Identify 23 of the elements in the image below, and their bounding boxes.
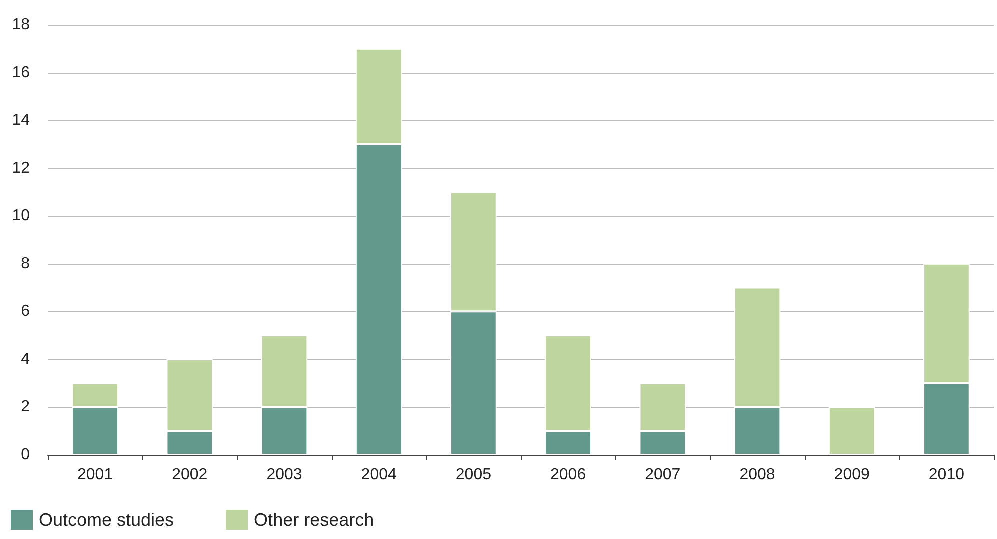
x-tick-label: 2010 bbox=[928, 466, 965, 484]
x-tick-label: 2003 bbox=[266, 466, 302, 484]
x-tick-label: 2007 bbox=[645, 466, 681, 484]
y-tick-label: 12 bbox=[12, 160, 30, 177]
y-tick-label: 6 bbox=[21, 303, 30, 320]
y-tick-label: 8 bbox=[21, 255, 30, 272]
y-tick-label: 16 bbox=[12, 64, 30, 82]
x-tick-label: 2006 bbox=[550, 466, 586, 484]
bar bbox=[828, 407, 876, 455]
y-tick-label: 4 bbox=[21, 350, 30, 368]
x-tick-label: 2005 bbox=[456, 466, 492, 484]
x-tick-label: 2004 bbox=[361, 466, 397, 484]
legend-label: Other research bbox=[254, 510, 374, 530]
y-tick-label: 0 bbox=[21, 446, 30, 464]
y-tick-label: 2 bbox=[21, 398, 30, 416]
legend-label: Outcome studies bbox=[39, 510, 174, 530]
y-tick-label: 14 bbox=[12, 112, 30, 130]
x-tick-label: 2001 bbox=[78, 466, 114, 484]
x-tick-label: 2009 bbox=[834, 466, 870, 484]
x-tick-label: 2002 bbox=[172, 466, 208, 484]
y-tick-label: 10 bbox=[12, 208, 30, 225]
x-tick-label: 2008 bbox=[740, 466, 776, 484]
y-tick-label: 18 bbox=[12, 16, 30, 34]
